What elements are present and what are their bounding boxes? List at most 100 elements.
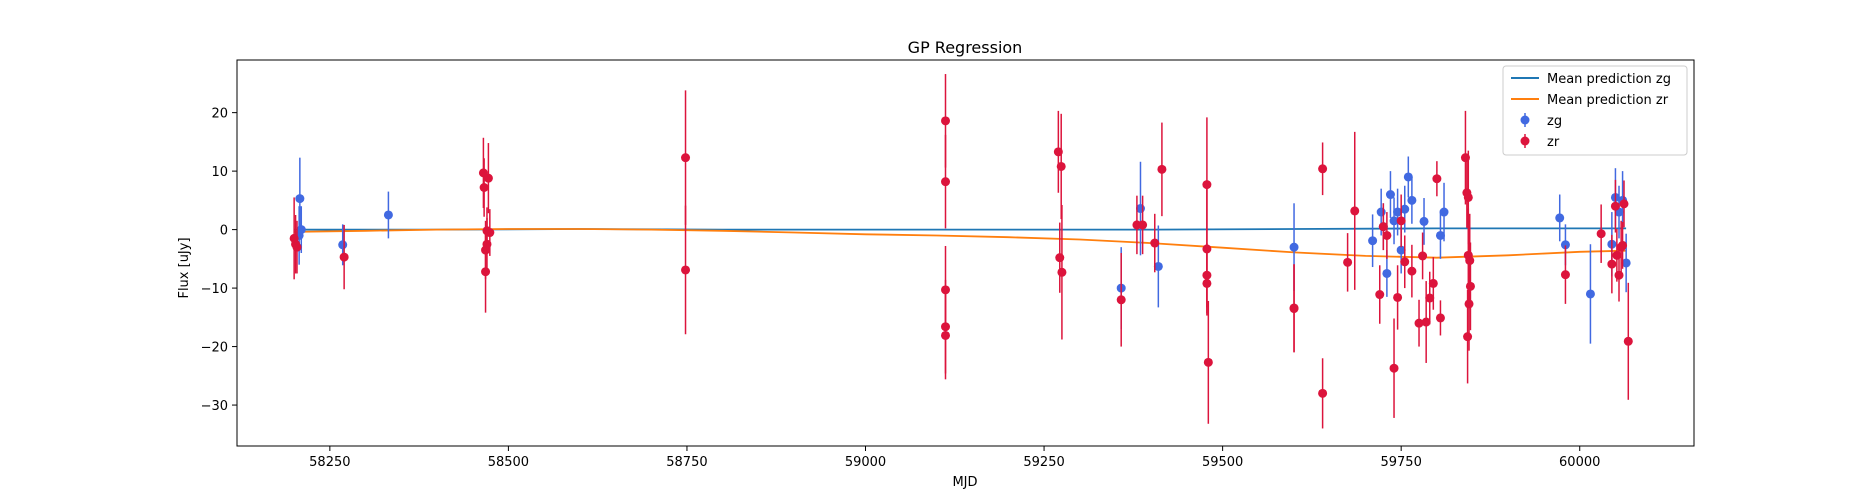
point-zr xyxy=(1464,299,1474,309)
point-zg xyxy=(295,194,305,204)
legend-swatch-zr-dot xyxy=(1520,136,1530,146)
point-zr xyxy=(1150,238,1160,248)
point-zg xyxy=(1400,204,1410,214)
point-zr xyxy=(1116,295,1126,305)
point-zr xyxy=(1202,278,1212,288)
point-zr xyxy=(1343,257,1353,267)
point-zr xyxy=(292,242,302,252)
point-zr xyxy=(481,267,491,277)
point-zr xyxy=(1607,259,1617,269)
point-zg xyxy=(1153,261,1163,271)
y-tick-label: 0 xyxy=(220,224,228,239)
point-zr xyxy=(1289,303,1299,313)
point-zr xyxy=(1623,336,1633,346)
point-zr xyxy=(1465,281,1475,291)
point-zg xyxy=(1389,216,1399,226)
point-zr xyxy=(1318,164,1328,174)
point-zg xyxy=(1403,172,1413,182)
point-zg xyxy=(1419,216,1429,226)
x-tick-label: 58500 xyxy=(488,455,529,470)
x-tick-label: 59250 xyxy=(1023,455,1064,470)
point-zr xyxy=(1056,161,1066,171)
point-zg xyxy=(1435,230,1445,240)
point-zr xyxy=(1432,174,1442,184)
point-zg xyxy=(1376,207,1386,217)
point-zr xyxy=(1057,267,1067,277)
point-zr xyxy=(1614,270,1624,280)
chart-title: GP Regression xyxy=(908,38,1023,57)
point-zr xyxy=(1382,230,1392,240)
point-zr xyxy=(1463,192,1473,202)
x-tick-label: 59500 xyxy=(1202,455,1243,470)
point-zr xyxy=(1425,293,1435,303)
point-zg xyxy=(1585,289,1595,299)
legend-label-zr: zr xyxy=(1547,135,1560,150)
y-tick-label: −20 xyxy=(201,341,228,356)
point-zg xyxy=(296,225,306,235)
point-zr xyxy=(479,182,489,192)
point-zr xyxy=(1418,251,1428,261)
y-axis-label: Flux [uJy] xyxy=(177,237,192,298)
legend: Mean prediction zg Mean prediction zr zg… xyxy=(1502,65,1688,156)
point-zr xyxy=(1414,318,1424,328)
y-tick-label: −30 xyxy=(201,399,228,414)
series-zr xyxy=(289,74,1633,429)
legend-swatch-zg-dot xyxy=(1520,115,1530,125)
point-zr xyxy=(1560,270,1570,280)
point-zg xyxy=(1560,240,1570,250)
y-tick-label: −10 xyxy=(201,282,228,297)
point-zg xyxy=(1407,195,1417,205)
point-zg xyxy=(1368,236,1378,246)
point-zr xyxy=(1619,199,1629,209)
point-zr xyxy=(1318,388,1328,398)
point-zr xyxy=(941,116,951,126)
point-zr xyxy=(1157,164,1167,174)
point-zr xyxy=(941,177,951,187)
legend-box xyxy=(1502,65,1688,156)
plot-frame xyxy=(236,59,1695,447)
y-tick-label: 20 xyxy=(211,107,228,122)
point-zr xyxy=(1375,290,1385,300)
x-tick-label: 60000 xyxy=(1559,455,1600,470)
point-zr xyxy=(482,226,492,236)
point-zg xyxy=(1621,258,1631,268)
point-zr xyxy=(339,252,349,262)
point-zg xyxy=(1393,207,1403,217)
point-zg xyxy=(338,240,348,250)
point-zr xyxy=(1389,363,1399,373)
point-zg xyxy=(1439,207,1449,217)
point-zr xyxy=(1612,250,1622,260)
y-tick-label: 10 xyxy=(211,165,228,180)
x-tick-label: 59000 xyxy=(845,455,886,470)
point-zr xyxy=(1396,216,1406,226)
point-zr xyxy=(1203,357,1213,367)
point-zr xyxy=(1393,292,1403,302)
point-zr xyxy=(1610,201,1620,211)
point-zr xyxy=(1350,206,1360,216)
plot-errorbars xyxy=(289,74,1633,429)
point-zg xyxy=(1385,190,1395,200)
point-zr xyxy=(1400,257,1410,267)
point-zr xyxy=(1055,253,1065,263)
point-zr xyxy=(1428,278,1438,288)
point-zr xyxy=(1618,240,1628,250)
x-tick-label: 58250 xyxy=(309,455,350,470)
legend-label-mean-zr: Mean prediction zr xyxy=(1547,93,1669,108)
point-zr xyxy=(1138,220,1148,230)
x-axis: 58250 58500 58750 59000 59250 59500 59750 60000 xyxy=(309,446,1600,470)
point-zg xyxy=(1396,245,1406,255)
point-zg xyxy=(1555,213,1565,223)
y-axis: −30 −20 −10 0 10 20 xyxy=(201,107,237,414)
point-zr xyxy=(1407,266,1417,276)
point-zr xyxy=(1435,313,1445,323)
point-zr xyxy=(1463,332,1473,342)
point-zg xyxy=(1289,242,1299,252)
point-zr xyxy=(1378,222,1388,232)
point-zr xyxy=(483,173,493,183)
legend-label-zg: zg xyxy=(1547,114,1562,129)
x-tick-label: 59750 xyxy=(1380,455,1421,470)
x-tick-label: 58750 xyxy=(666,455,707,470)
point-zr xyxy=(681,265,691,275)
point-zg xyxy=(1382,268,1392,278)
